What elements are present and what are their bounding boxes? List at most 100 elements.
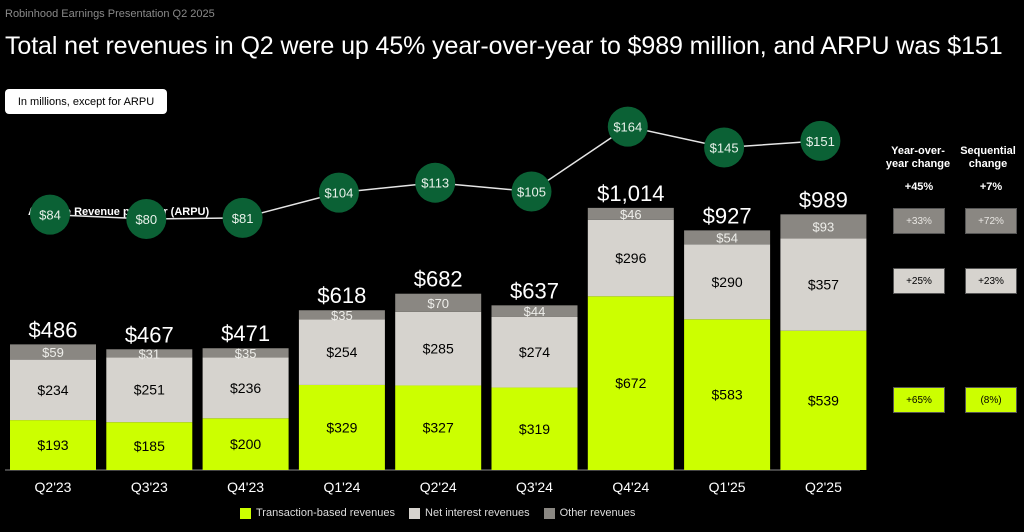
yoy-transaction: +65% — [893, 387, 945, 413]
legend-label: Other revenues — [559, 507, 636, 519]
bar-label-other: $31 — [138, 346, 160, 361]
bar-label-net-interest: $290 — [712, 274, 743, 290]
arpu-marker — [800, 120, 841, 161]
legend-swatch-other — [543, 507, 555, 519]
x-tick-label: Q4'23 — [227, 479, 264, 495]
bar-net-interest — [106, 357, 193, 423]
legend-swatch-transaction — [240, 507, 251, 519]
bar-label-other: $35 — [331, 308, 353, 323]
total-label: $618 — [317, 283, 366, 308]
arpu-marker — [704, 127, 745, 168]
bar-transaction — [491, 387, 578, 470]
presentation-supertitle: Robinhood Earnings Presentation Q2 2025 — [5, 8, 215, 20]
slide-title: Total net revenues in Q2 were up 45% yea… — [5, 32, 1003, 60]
bar-other — [298, 310, 385, 320]
total-label: $682 — [414, 267, 463, 292]
bar-label-other: $93 — [813, 219, 835, 234]
bar-transaction — [106, 422, 193, 470]
seq-transaction: (8%) — [965, 387, 1017, 413]
bar-label-other: $70 — [427, 296, 449, 311]
arpu-label-value: $81 — [232, 211, 254, 226]
legend-item-other: Other revenues — [543, 507, 636, 519]
bar-label-other: $35 — [235, 346, 257, 361]
bar-net-interest — [491, 316, 578, 388]
bar-other — [106, 349, 193, 358]
bar-label-other: $59 — [42, 345, 64, 360]
bar-net-interest — [10, 359, 96, 421]
arpu-marker — [415, 162, 456, 203]
bar-label-transaction: $329 — [326, 419, 357, 435]
arpu-label-value: $80 — [135, 212, 157, 227]
bar-label-net-interest: $254 — [326, 344, 357, 360]
arpu-marker — [318, 172, 359, 213]
bar-label-transaction: $193 — [37, 437, 68, 453]
arpu-label-value: $164 — [613, 120, 642, 135]
legend-swatch-net-interest — [409, 507, 421, 519]
bar-transaction — [10, 420, 96, 470]
chart-legend: Transaction-based revenues Net interest … — [240, 507, 635, 519]
bar-label-net-interest: $296 — [615, 250, 646, 266]
bar-transaction — [684, 319, 771, 470]
legend-item-transaction: Transaction-based revenues — [240, 507, 395, 519]
bar-label-transaction: $200 — [230, 436, 261, 452]
arpu-label-value: $105 — [517, 185, 546, 200]
bar-other — [780, 214, 867, 239]
seq-net-interest: +23% — [965, 268, 1017, 294]
x-tick-label: Q3'24 — [516, 479, 553, 495]
arpu-label-value: $84 — [39, 208, 61, 223]
unit-note: In millions, except for ARPU — [5, 89, 167, 114]
x-tick-label: Q3'23 — [131, 479, 168, 495]
x-tick-label: Q2'23 — [35, 479, 72, 495]
bar-transaction — [780, 330, 867, 470]
bar-label-transaction: $539 — [808, 392, 839, 408]
total-label: $1,014 — [597, 181, 664, 206]
total-label: $471 — [221, 321, 270, 346]
total-label: $927 — [703, 203, 752, 228]
arpu-marker — [511, 171, 552, 212]
bar-other — [202, 348, 289, 358]
yoy-net-interest: +25% — [893, 268, 945, 294]
bar-label-other: $44 — [524, 304, 546, 319]
bar-net-interest — [395, 311, 482, 386]
arpu-label-value: $145 — [710, 141, 739, 156]
bar-other — [587, 207, 674, 220]
bar-label-transaction: $185 — [134, 438, 165, 454]
arpu-label-value: $151 — [806, 134, 835, 149]
bar-transaction — [202, 418, 289, 470]
bar-label-other: $46 — [620, 207, 642, 222]
bar-net-interest — [780, 238, 867, 331]
total-label: $989 — [799, 187, 848, 212]
bar-label-net-interest: $357 — [808, 277, 839, 293]
x-tick-label: Q2'25 — [805, 479, 842, 495]
x-tick-label: Q2'24 — [420, 479, 457, 495]
bar-net-interest — [202, 357, 289, 419]
x-tick-label: Q1'24 — [323, 479, 360, 495]
x-tick-label: Q1'25 — [709, 479, 746, 495]
bar-transaction — [298, 384, 385, 470]
bar-label-transaction: $672 — [615, 375, 646, 391]
total-label: $486 — [29, 317, 78, 342]
bar-label-transaction: $327 — [423, 420, 454, 436]
arpu-marker — [222, 197, 263, 238]
bar-net-interest — [587, 219, 674, 297]
bar-other — [491, 305, 578, 317]
bar-other — [395, 293, 482, 312]
arpu-marker — [30, 194, 70, 235]
bar-other — [684, 230, 771, 245]
legend-label: Transaction-based revenues — [256, 507, 396, 519]
bar-transaction — [587, 296, 674, 470]
arpu-marker — [126, 199, 167, 239]
seq-other: +72% — [965, 208, 1017, 234]
bar-label-other: $54 — [716, 230, 738, 245]
total-label: $467 — [125, 322, 174, 347]
x-tick-label: Q4'24 — [612, 479, 649, 495]
bar-net-interest — [684, 244, 771, 320]
arpu-marker — [607, 106, 648, 147]
bar-label-net-interest: $251 — [134, 382, 165, 398]
legend-item-net-interest: Net interest revenues — [409, 507, 530, 519]
yoy-other: +33% — [893, 208, 945, 234]
bar-label-net-interest: $285 — [423, 341, 454, 357]
yoy-header: Year-over- year change — [885, 145, 951, 170]
seq-total: +7% — [979, 181, 1003, 193]
